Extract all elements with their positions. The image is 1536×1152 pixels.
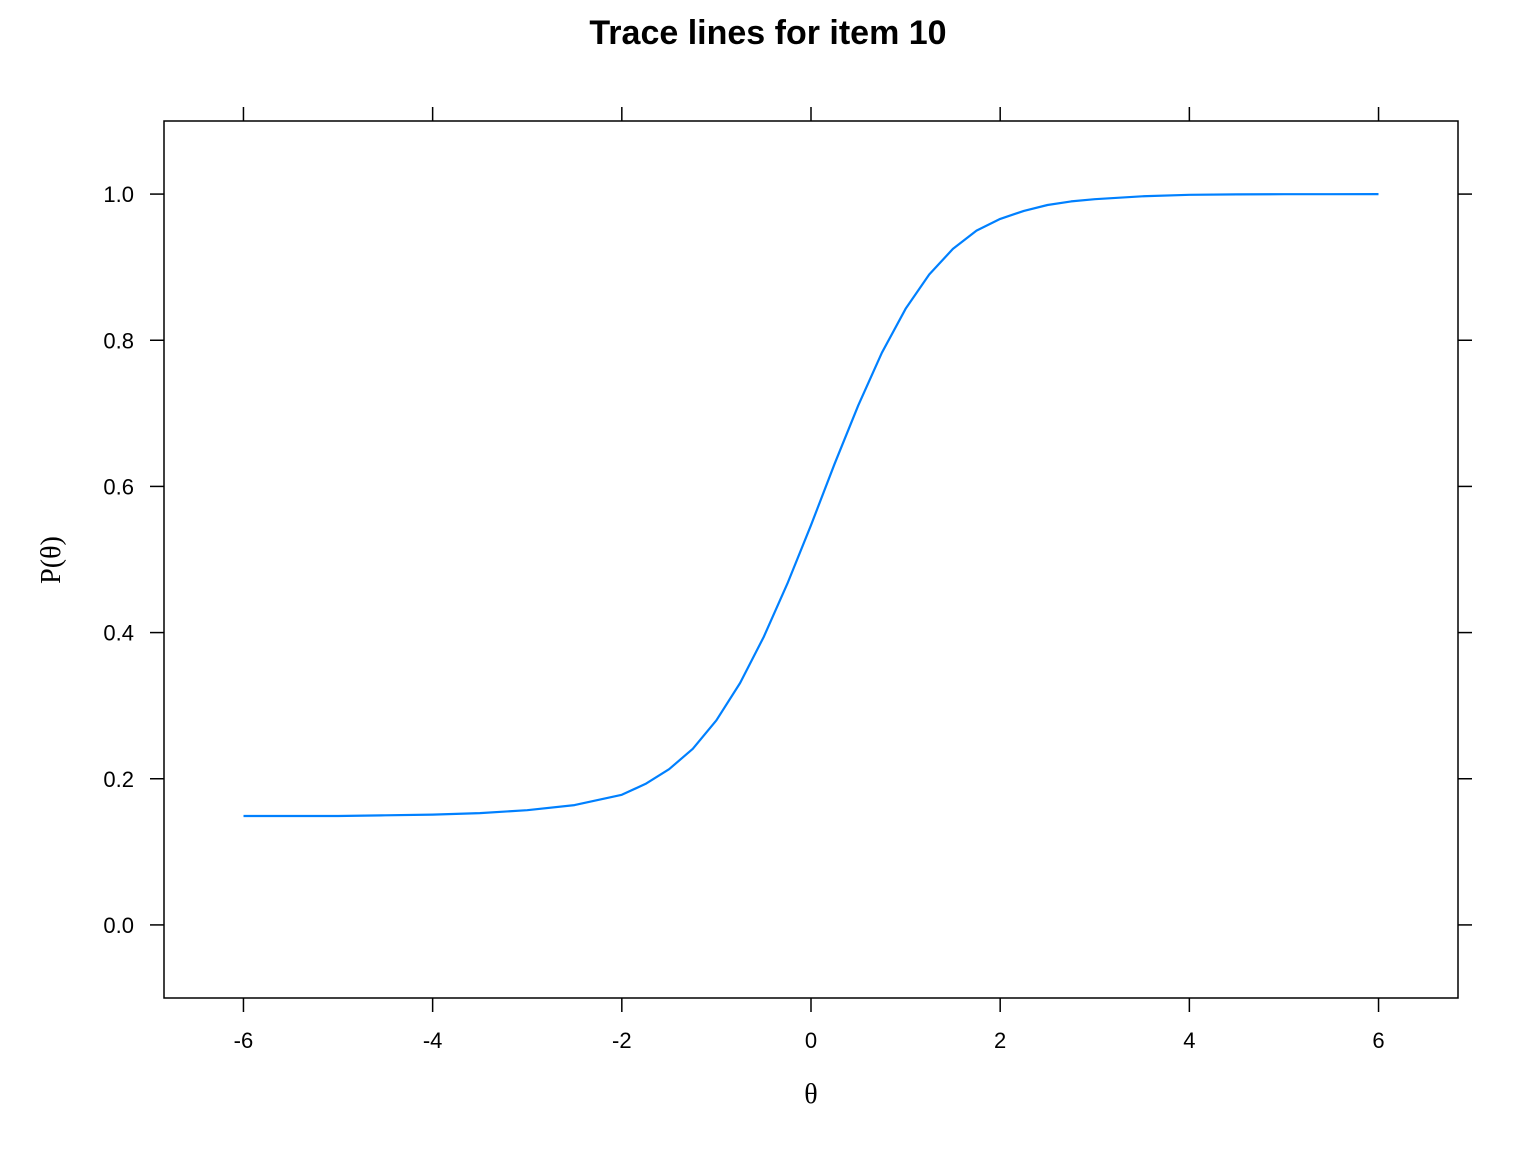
x-axis: -6 -4 -2 0 2 4 6 <box>234 107 1385 1053</box>
y-axis: 0.0 0.2 0.4 0.6 0.8 1.0 <box>103 182 1472 938</box>
x-tick-label: 4 <box>1183 1028 1195 1053</box>
y-tick-label: 0.0 <box>103 913 134 938</box>
plot-frame <box>163 120 1459 999</box>
y-tick-label: 0.8 <box>103 328 134 353</box>
x-tick-label: 2 <box>994 1028 1006 1053</box>
chart-title: Trace lines for item 10 <box>589 14 946 52</box>
x-tick-label: -6 <box>234 1028 254 1053</box>
y-tick-label: 0.6 <box>103 474 134 499</box>
y-tick-label: 1.0 <box>103 182 134 207</box>
series-line <box>243 193 1379 818</box>
x-axis-label: θ <box>804 1079 817 1110</box>
x-tick-label: -2 <box>612 1028 632 1053</box>
x-tick-label: 0 <box>805 1028 817 1053</box>
y-axis-label: P(θ) <box>36 536 67 584</box>
x-tick-label: 6 <box>1372 1028 1384 1053</box>
y-tick-label: 0.2 <box>103 767 134 792</box>
x-tick-label: -4 <box>423 1028 443 1053</box>
y-tick-label: 0.4 <box>103 621 134 646</box>
